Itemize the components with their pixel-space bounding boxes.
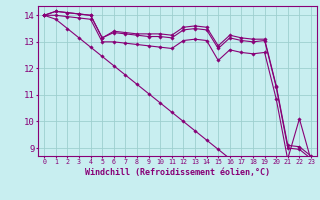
X-axis label: Windchill (Refroidissement éolien,°C): Windchill (Refroidissement éolien,°C) (85, 168, 270, 177)
